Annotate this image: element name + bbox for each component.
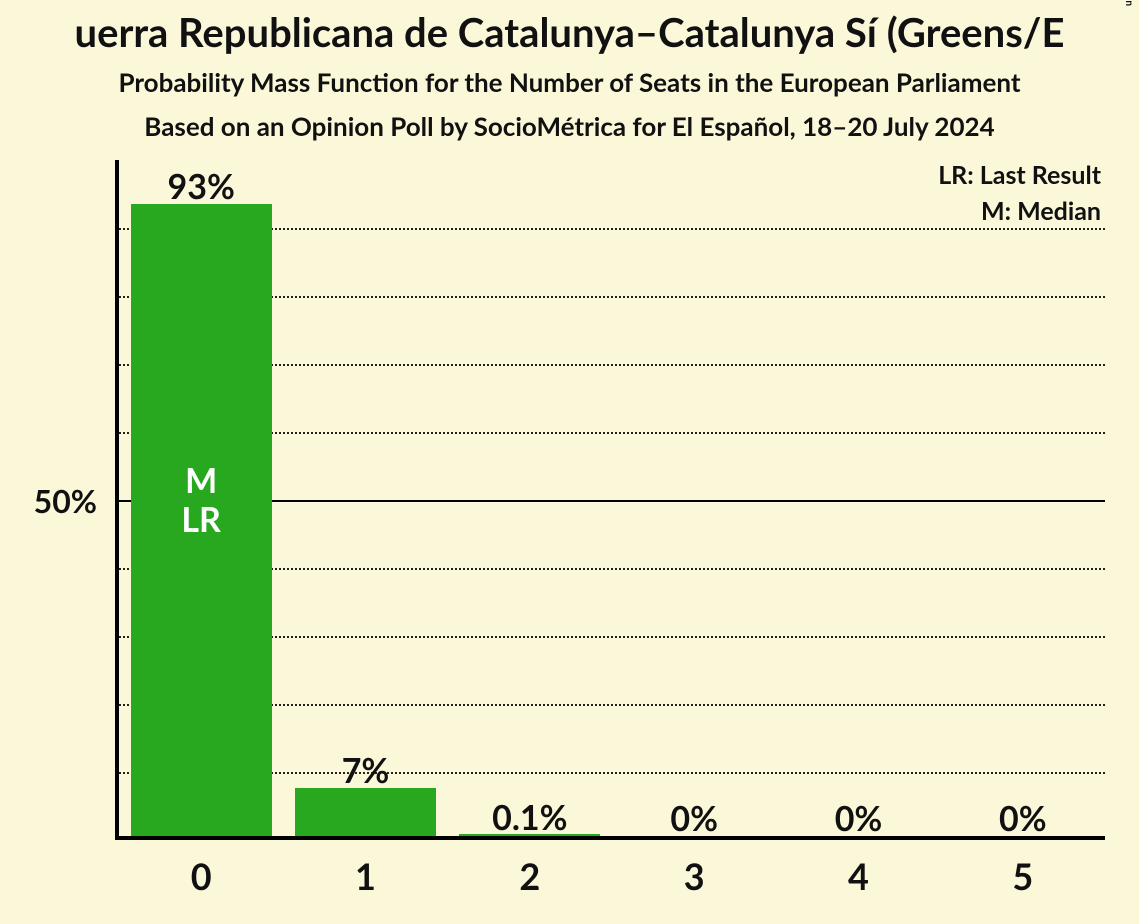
x-tick-label: 1: [283, 854, 447, 898]
x-tick-label: 5: [941, 854, 1105, 898]
copyright-text: © 2024 Filip Van Laenen: [1123, 0, 1135, 6]
x-tick-label: 3: [612, 854, 776, 898]
bar-value-label: 7%: [283, 750, 447, 791]
chart-subtitle-2: Based on an Opinion Poll by SocioMétrica…: [0, 110, 1139, 142]
y-axis-label: 50%: [0, 481, 97, 520]
legend-median: M: Median: [981, 196, 1101, 226]
bar-value-label: 0.1%: [448, 797, 612, 838]
chart-subtitle-1: Probability Mass Function for the Number…: [0, 66, 1139, 98]
bar-value-label: 0%: [612, 798, 776, 839]
x-tick-label: 0: [119, 854, 283, 898]
bar-value-label: 93%: [119, 166, 283, 207]
bar-annotation: M LR: [131, 461, 272, 539]
chart-title: uerra Republicana de Catalunya–Catalunya…: [0, 8, 1139, 56]
chart-canvas: uerra Republicana de Catalunya–Catalunya…: [0, 0, 1139, 924]
legend-last-result: LR: Last Result: [938, 160, 1101, 190]
x-tick-label: 2: [448, 854, 612, 898]
bar-value-label: 0%: [941, 798, 1105, 839]
x-tick-label: 4: [776, 854, 940, 898]
plot-area: M LR93%7%0.1%0%0%0%: [115, 160, 1105, 840]
bar-value-label: 0%: [776, 798, 940, 839]
bar: [295, 788, 436, 836]
